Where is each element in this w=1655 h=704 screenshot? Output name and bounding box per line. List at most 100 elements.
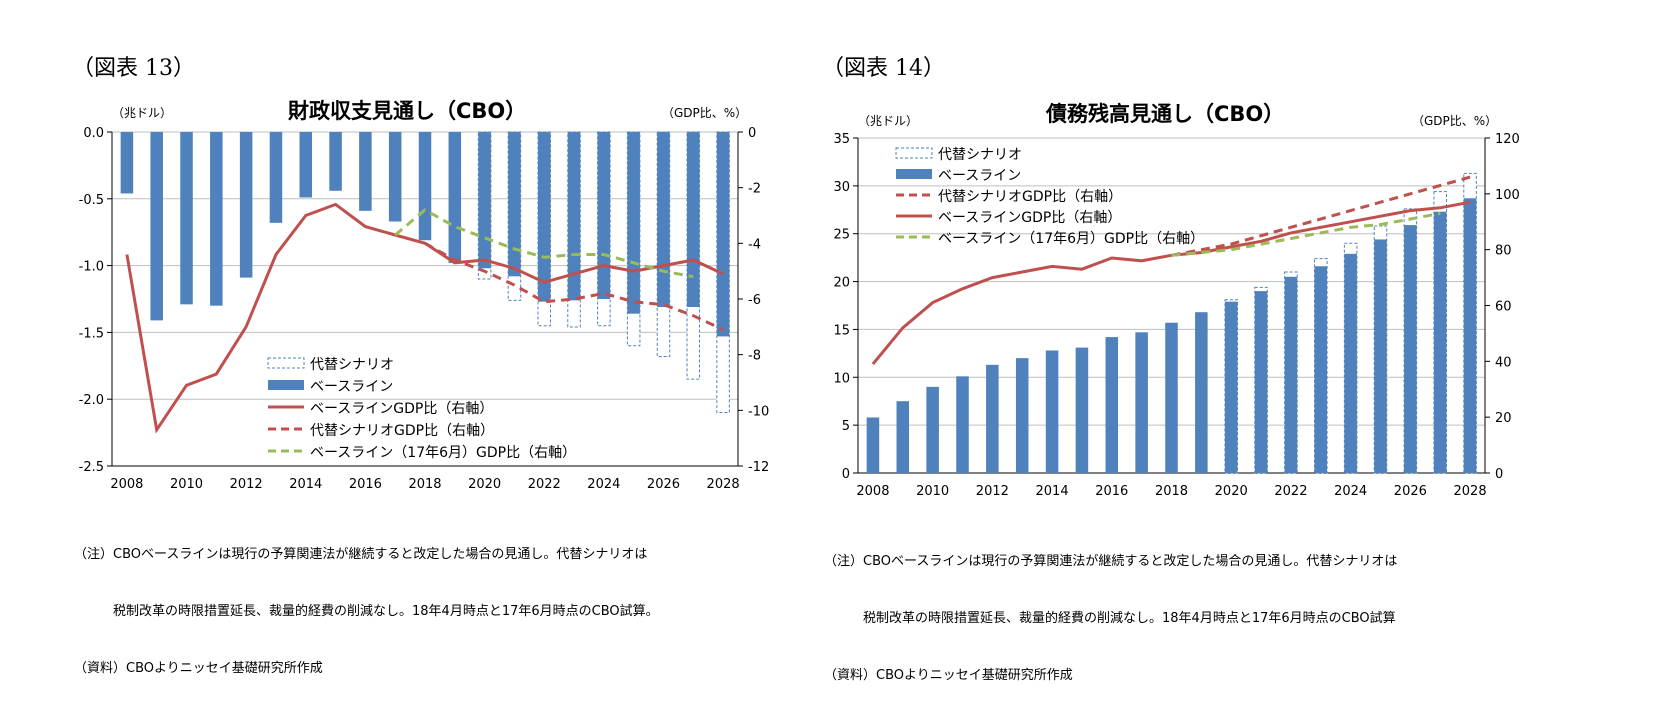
legend-label: ベースライン（17年6月）GDP比（右軸） bbox=[938, 231, 1204, 247]
june2017-baseline-gdp-line bbox=[394, 208, 694, 279]
baseline-bar bbox=[896, 401, 910, 473]
y-right-tick-label: 120 bbox=[1495, 132, 1520, 147]
left-axis-unit-label: （兆ドル） bbox=[112, 106, 173, 120]
x-tick-label: 2016 bbox=[349, 477, 382, 492]
y-right-tick-label: -2 bbox=[748, 182, 761, 197]
baseline-bar bbox=[1224, 301, 1238, 473]
x-tick-label: 2018 bbox=[1155, 484, 1188, 499]
y-right-tick-label: 0 bbox=[748, 126, 756, 141]
right-axis-unit-label: （GDP比、%） bbox=[662, 106, 748, 120]
y-left-tick-label: -2.5 bbox=[79, 460, 104, 475]
x-tick-label: 2022 bbox=[528, 477, 561, 492]
legend-swatch-alt-bar bbox=[267, 357, 305, 369]
footnote-line: （注）CBOベースラインは現行の予算関連法が継続すると改定した場合の見通し。代替… bbox=[74, 547, 648, 562]
baseline-bar bbox=[269, 132, 283, 223]
x-tick-label: 2026 bbox=[1394, 484, 1427, 499]
figure-label-13: （図表 13） bbox=[72, 56, 195, 81]
baseline-bar bbox=[388, 132, 402, 222]
left-axis-unit-label: （兆ドル） bbox=[858, 114, 919, 128]
footnote-line: （資料）CBOよりニッセイ基礎研究所作成 bbox=[74, 661, 323, 676]
x-tick-label: 2010 bbox=[170, 477, 203, 492]
baseline-bar bbox=[687, 132, 700, 308]
y-right-tick-label: 20 bbox=[1495, 411, 1512, 426]
legend-swatch-bar bbox=[268, 380, 304, 390]
y-left-tick-label: 0.0 bbox=[83, 126, 104, 141]
y-left-tick-label: 0 bbox=[842, 467, 850, 482]
x-tick-label: 2016 bbox=[1095, 484, 1128, 499]
right-axis-unit-label: （GDP比、%） bbox=[1412, 114, 1498, 128]
y-right-tick-label: -8 bbox=[748, 349, 761, 364]
legend-label: 代替シナリオ bbox=[938, 147, 1022, 163]
baseline-bar bbox=[1344, 253, 1357, 473]
baseline-bar bbox=[1433, 211, 1447, 473]
baseline-bar bbox=[986, 364, 999, 473]
legend-label: ベースライン bbox=[310, 379, 393, 395]
baseline-bar bbox=[1314, 266, 1328, 473]
baseline-bar bbox=[508, 132, 521, 277]
footnote-line: （注）CBOベースラインは現行の予算関連法が継続すると改定した場合の見通し。代替… bbox=[824, 554, 1398, 569]
baseline-bar bbox=[418, 132, 432, 241]
baseline-bar bbox=[239, 132, 253, 278]
legend-label: 代替シナリオGDP比（右軸） bbox=[938, 189, 1122, 205]
legend-label: ベースラインGDP比（右軸） bbox=[938, 210, 1121, 226]
baseline-gdp-line bbox=[871, 200, 1471, 366]
baseline-bar bbox=[1254, 291, 1268, 473]
legend-label: 代替シナリオ bbox=[310, 357, 394, 373]
baseline-bar bbox=[1045, 350, 1059, 473]
y-left-tick-label: -0.5 bbox=[79, 193, 104, 208]
x-tick-label: 2014 bbox=[289, 477, 322, 492]
baseline-bar bbox=[120, 132, 134, 194]
y-right-tick-label: 40 bbox=[1495, 355, 1512, 370]
x-tick-label: 2026 bbox=[647, 477, 680, 492]
baseline-bar bbox=[1404, 225, 1417, 473]
y-right-tick-label: 80 bbox=[1495, 244, 1512, 259]
x-tick-label: 2022 bbox=[1274, 484, 1307, 499]
baseline-bar bbox=[926, 386, 939, 473]
baseline-bar bbox=[478, 132, 491, 269]
x-tick-label: 2008 bbox=[110, 477, 143, 492]
x-tick-label: 2008 bbox=[856, 484, 889, 499]
y-left-tick-label: 5 bbox=[842, 419, 850, 434]
legend-label: ベースライン bbox=[938, 168, 1021, 184]
y-left-tick-label: 15 bbox=[833, 323, 850, 338]
baseline-bar bbox=[1165, 322, 1178, 473]
baseline-bar bbox=[448, 132, 462, 263]
x-tick-label: 2010 bbox=[916, 484, 949, 499]
baseline-bar bbox=[716, 132, 730, 337]
y-left-tick-label: 20 bbox=[833, 276, 850, 291]
fiscal-balance-chart: 0.0 -0.5 -1.0 -1.5 -2.0 -2.5 0 -2 -4 -6 -8 -10 -12 20… bbox=[79, 126, 770, 492]
baseline-bar bbox=[597, 132, 611, 299]
footnote-left: （注）CBOベースラインは現行の予算関連法が継続すると改定した場合の見通し。代替… bbox=[74, 507, 659, 697]
baseline-bar bbox=[210, 132, 223, 306]
baseline-bar bbox=[1374, 239, 1387, 473]
legend-label: 代替シナリオGDP比（右軸） bbox=[310, 423, 494, 439]
x-tick-label: 2018 bbox=[408, 477, 441, 492]
y-left-tick-label: -1.0 bbox=[79, 260, 104, 275]
x-tick-label: 2014 bbox=[1036, 484, 1069, 499]
baseline-bar bbox=[657, 132, 670, 308]
baseline-bar bbox=[299, 132, 313, 198]
baseline-bar bbox=[956, 376, 969, 473]
baseline-bar bbox=[1075, 347, 1089, 473]
debt-outstanding-chart: 35 30 25 20 15 10 5 0 120 100 80 60 40 20 0 2008 2010 201… bbox=[833, 132, 1519, 499]
y-left-tick-label: -1.5 bbox=[79, 326, 104, 341]
x-tick-label: 2024 bbox=[1334, 484, 1367, 499]
baseline-bar bbox=[627, 132, 640, 314]
figure-label-14: （図表 14） bbox=[822, 56, 945, 81]
footnote-line: 税制改革の時限措置延長、裁量的経費の削減なし。18年4月時点と17年6月時点のC… bbox=[824, 611, 1396, 626]
x-tick-label: 2012 bbox=[230, 477, 263, 492]
footnote-line: 税制改革の時限措置延長、裁量的経費の削減なし。18年4月時点と17年6月時点のC… bbox=[74, 604, 659, 619]
legend-label: ベースラインGDP比（右軸） bbox=[310, 401, 493, 417]
chart-title-fiscal-balance: 財政収支見通し（CBO） bbox=[288, 99, 527, 123]
alt-scenario-gdp-line bbox=[1171, 175, 1471, 257]
x-tick-label: 2020 bbox=[468, 477, 501, 492]
footnote-line: （資料）CBOよりニッセイ基礎研究所作成 bbox=[824, 668, 1073, 683]
y-right-tick-label: -10 bbox=[748, 404, 769, 419]
baseline-bar bbox=[537, 132, 551, 302]
baseline-bar bbox=[1463, 198, 1477, 474]
chart-title-debt-outstanding: 債務残高見通し（CBO） bbox=[1046, 102, 1285, 126]
legend-label: ベースライン（17年6月）GDP比（右軸） bbox=[310, 445, 576, 461]
baseline-bar bbox=[1135, 332, 1148, 473]
baseline-bar bbox=[1105, 337, 1119, 473]
baseline-bar bbox=[329, 132, 342, 191]
